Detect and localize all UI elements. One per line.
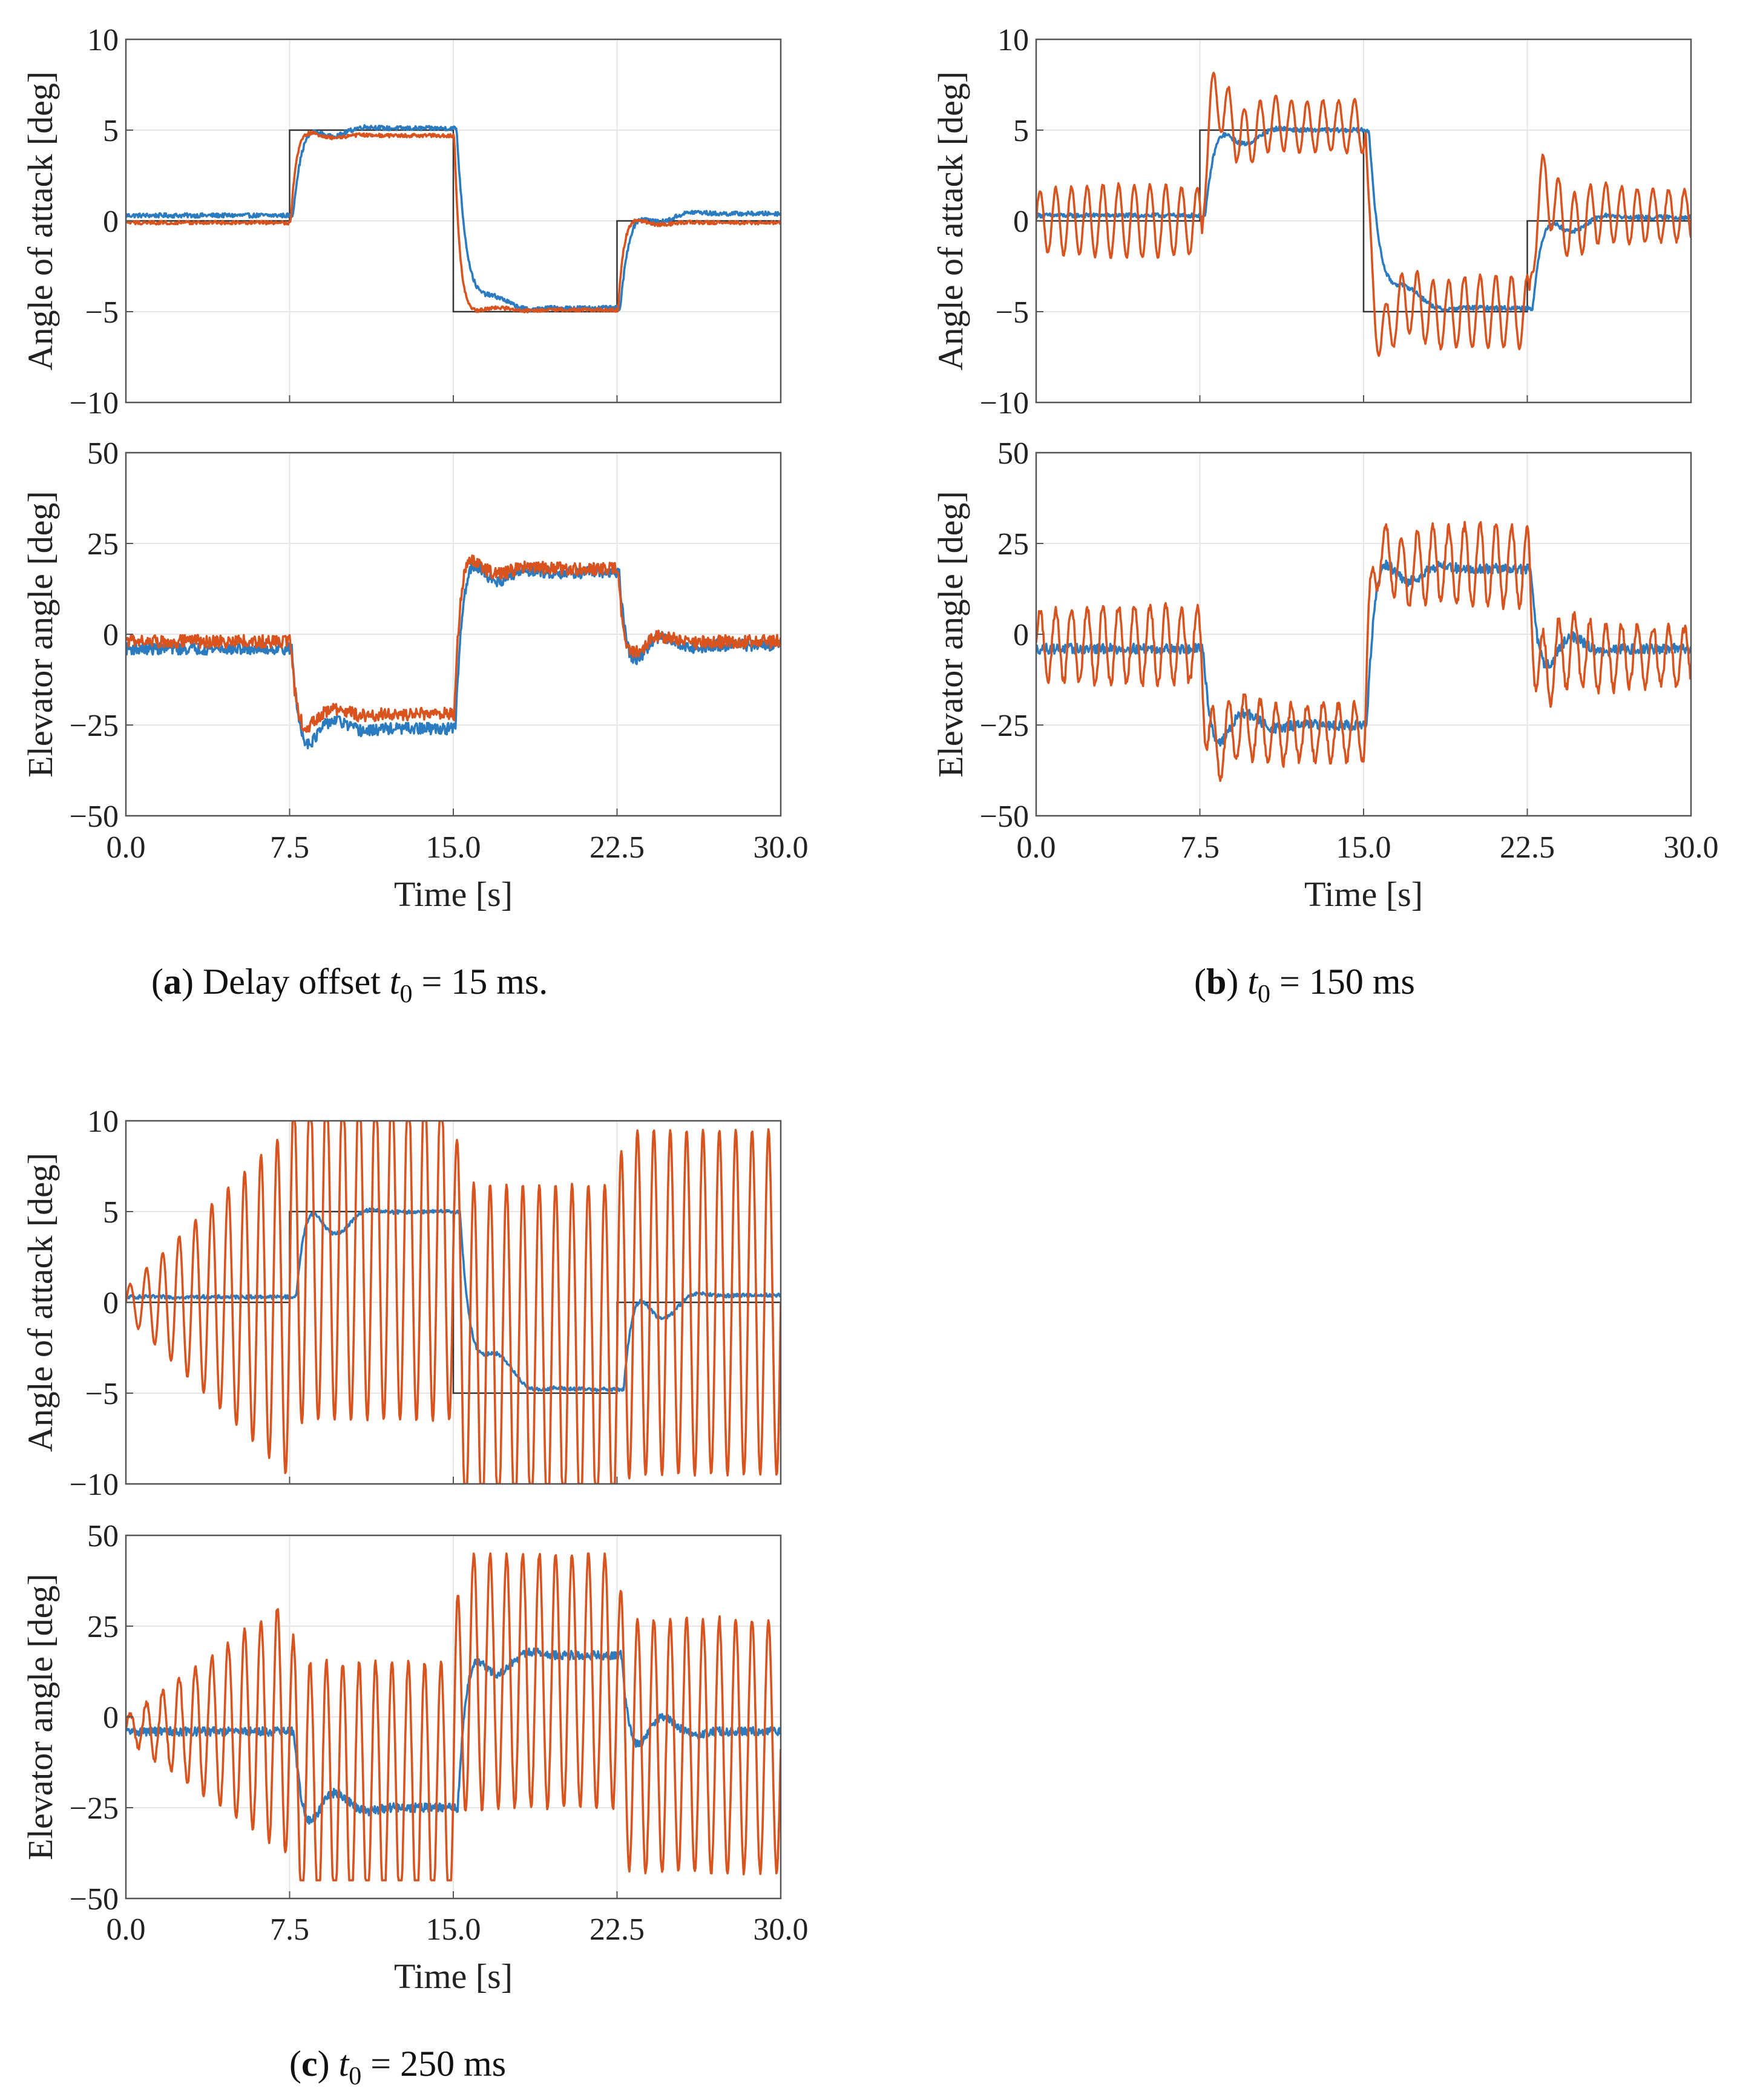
subfigure-caption: (c) t0 = 250 ms — [289, 2044, 506, 2090]
x-tick-label: 22.5 — [1500, 830, 1555, 865]
y-tick-label: −25 — [70, 1791, 119, 1826]
y-tick-label: −10 — [980, 386, 1029, 421]
x-tick-label: 22.5 — [589, 830, 645, 865]
y-tick-label: −5 — [85, 295, 119, 330]
x-tick-label: 7.5 — [270, 1912, 309, 1947]
x-axis-label: Time [s] — [394, 874, 513, 914]
y-tick-label: 25 — [997, 527, 1029, 562]
y-axis-label: Angle of attack [deg] — [21, 1153, 60, 1452]
x-tick-label: 15.0 — [426, 1912, 481, 1947]
y-tick-label: −10 — [70, 386, 119, 421]
y-tick-label: 25 — [87, 1610, 119, 1644]
caption-part: ( — [1194, 962, 1206, 1002]
x-tick-label: 0.0 — [107, 1912, 146, 1947]
subfigure-caption: (a) Delay offset t0 = 15 ms. — [151, 962, 548, 1008]
y-tick-label: 0 — [103, 618, 119, 652]
caption-part: = 150 ms — [1270, 962, 1415, 1002]
series-line-orange — [126, 1121, 781, 1484]
panel-c-elevator-angle: −50 −25 0 25 50 Elevator angle [deg] — [21, 1519, 782, 1917]
x-axis-label: Time [s] — [1304, 874, 1423, 914]
series-line-orange — [126, 1552, 781, 1882]
caption-part: ) — [318, 2044, 330, 2084]
y-tick-label: 5 — [1013, 114, 1029, 148]
y-tick-label: −5 — [996, 295, 1029, 330]
caption-part: Delay offset — [194, 962, 390, 1002]
caption-part: b — [1206, 962, 1226, 1002]
caption-part: ( — [289, 2044, 301, 2084]
series-line-orange — [126, 554, 781, 733]
panel-b-angle-of-attack: −10 −5 0 5 10 Angle of attack [deg] — [931, 23, 1692, 421]
y-tick-label: −5 — [85, 1377, 119, 1411]
y-tick-label: 10 — [87, 1104, 119, 1139]
y-tick-label: −50 — [70, 799, 119, 834]
y-tick-label: −25 — [980, 709, 1029, 743]
caption-part — [1238, 962, 1247, 1002]
y-tick-label: −10 — [70, 1468, 119, 1502]
x-tick-label: 7.5 — [1180, 830, 1220, 865]
caption-part: 0 — [399, 980, 412, 1008]
y-axis-label: Elevator angle [deg] — [931, 491, 970, 777]
reference-step-line — [1036, 129, 1691, 313]
y-tick-label: 0 — [103, 1701, 119, 1735]
caption-part: t — [390, 962, 401, 1002]
panel-a-elevator-angle: −50 −25 0 25 50 Elevator angle [deg] — [21, 436, 782, 834]
x-tick-label: 30.0 — [754, 830, 809, 865]
y-tick-label: −50 — [980, 799, 1029, 834]
x-tick-label: 22.5 — [589, 1912, 645, 1947]
y-tick-label: 10 — [87, 23, 119, 57]
reference-step-line — [126, 129, 781, 313]
series-line-blue — [1036, 125, 1691, 312]
caption-part: t — [1247, 962, 1258, 1002]
y-axis-label: Elevator angle [deg] — [21, 1573, 60, 1860]
x-tick-label: 0.0 — [1017, 830, 1056, 865]
caption-part: c — [301, 2044, 318, 2084]
y-tick-label: −25 — [70, 709, 119, 743]
caption-part: = 15 ms. — [412, 962, 548, 1002]
series-line-blue — [126, 124, 781, 313]
series-line-orange — [126, 130, 781, 313]
panel-b-elevator-angle: −50 −25 0 25 50 Elevator angle [deg] — [931, 436, 1692, 834]
x-tick-label: 0.0 — [107, 830, 146, 865]
x-tick-label: 30.0 — [754, 1912, 809, 1947]
y-tick-label: 10 — [997, 23, 1029, 57]
y-axis-label: Angle of attack [deg] — [21, 71, 60, 370]
y-tick-label: 5 — [103, 114, 119, 148]
x-tick-label: 7.5 — [270, 830, 309, 865]
caption-part: 0 — [349, 2062, 361, 2090]
caption-part: t — [339, 2044, 350, 2084]
caption-part: ) — [1226, 962, 1238, 1002]
panel-c-angle-of-attack: −10 −5 0 5 10 Angle of attack [deg] — [21, 1104, 782, 1502]
series-line-orange — [1036, 71, 1691, 357]
y-tick-label: 0 — [103, 1286, 119, 1321]
x-tick-label: 15.0 — [426, 830, 481, 865]
y-tick-label: 50 — [87, 436, 119, 471]
panel-a-angle-of-attack: −10 −5 0 5 10 Angle of attack [deg] — [21, 23, 782, 421]
caption-part: a — [163, 962, 182, 1002]
x-tick-label: 30.0 — [1664, 830, 1719, 865]
subfigure-caption: (b) t0 = 150 ms — [1194, 962, 1415, 1008]
x-axis-label: Time [s] — [394, 1957, 513, 1996]
y-tick-label: 50 — [997, 436, 1029, 471]
caption-part: ( — [151, 962, 163, 1002]
y-axis-label: Angle of attack [deg] — [931, 71, 970, 370]
caption-part: = 250 ms — [361, 2044, 506, 2084]
x-tick-label: 15.0 — [1336, 830, 1391, 865]
y-tick-label: 25 — [87, 527, 119, 562]
y-tick-label: 0 — [103, 205, 119, 239]
y-tick-label: 0 — [1013, 618, 1029, 652]
y-axis-label: Elevator angle [deg] — [21, 491, 60, 777]
y-tick-label: −50 — [70, 1882, 119, 1917]
series-line-orange — [1036, 520, 1691, 783]
caption-part: ) — [182, 962, 194, 1002]
y-tick-label: 0 — [1013, 205, 1029, 239]
y-tick-label: 5 — [103, 1195, 119, 1230]
y-tick-label: 50 — [87, 1519, 119, 1554]
caption-part: 0 — [1258, 980, 1270, 1008]
caption-part — [330, 2044, 339, 2084]
